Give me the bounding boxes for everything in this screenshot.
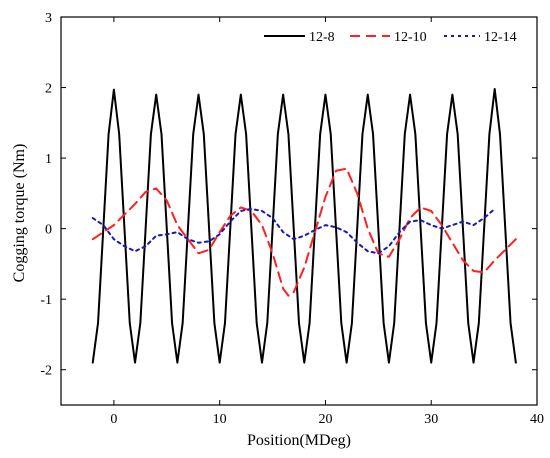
series-layer [91, 87, 517, 364]
x-tick-label: 20 [318, 412, 332, 427]
legend-label-12-8: 12-8 [309, 30, 335, 45]
plot-frame [60, 16, 538, 406]
x-tick-label: 0 [110, 412, 117, 427]
x-tick-label: 30 [424, 412, 438, 427]
y-tick-label: -2 [40, 364, 52, 379]
y-tick-label: -1 [40, 293, 52, 308]
ticks-layer: 0 10 20 30 40 -2 -1 0 1 2 3 [40, 11, 544, 427]
x-tick-label: 40 [530, 412, 544, 427]
x-axis-label: Position(MDeg) [247, 432, 351, 449]
y-tick-label: 2 [45, 82, 52, 97]
x-tick-label: 10 [213, 412, 227, 427]
y-tick-label: 3 [45, 11, 52, 26]
y-tick-label: 0 [45, 223, 52, 238]
series-line-12-14 [91, 207, 496, 255]
series-line-12-10 [91, 167, 517, 297]
series-line-12-8 [91, 87, 517, 364]
legend: 12-8 12-10 12-14 [264, 30, 517, 45]
y-axis-label: Cogging torque (Nm) [11, 144, 28, 283]
legend-label-12-14: 12-14 [484, 30, 517, 45]
legend-label-12-10: 12-10 [394, 30, 427, 45]
y-tick-label: 1 [45, 152, 52, 167]
